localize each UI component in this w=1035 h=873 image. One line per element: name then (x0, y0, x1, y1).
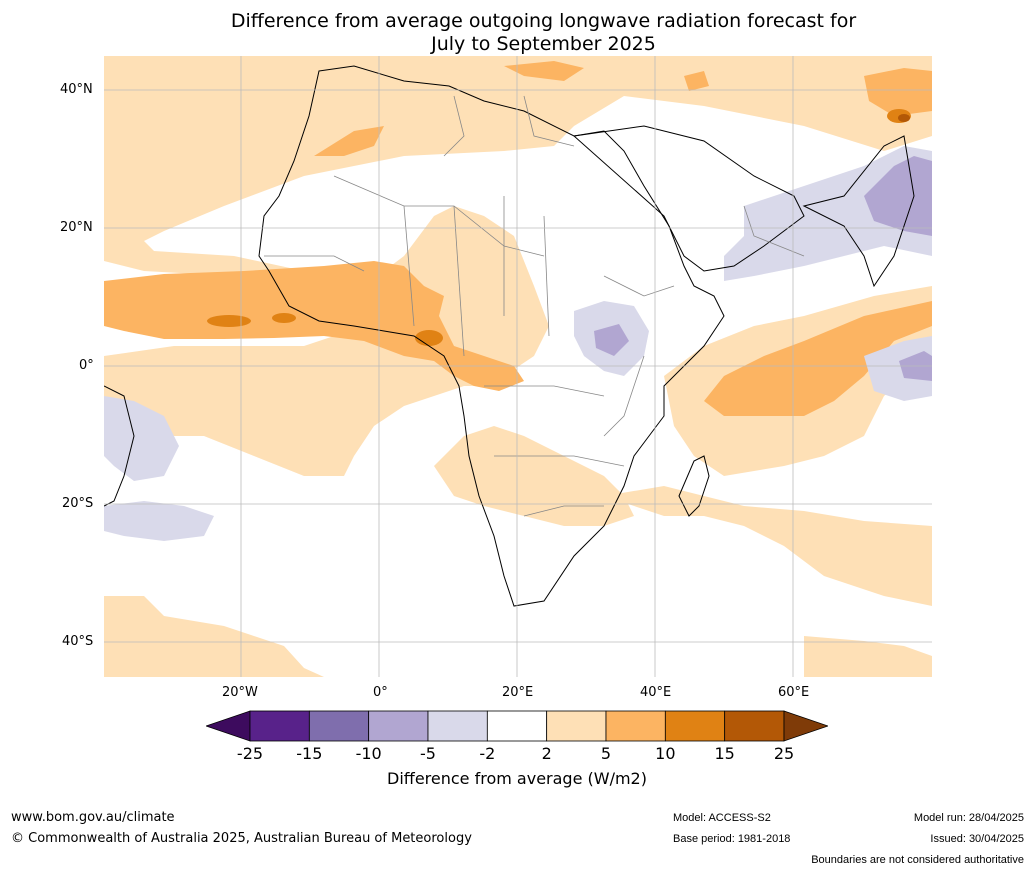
map-svg (104, 56, 932, 677)
colorbar-swatch (605, 710, 666, 742)
lat-label-20s: 20°S (62, 496, 94, 511)
colorbar-tick-label: -15 (296, 744, 323, 763)
colorbar-swatch (427, 710, 488, 742)
colorbar-tick-label: 2 (541, 744, 552, 763)
colorbar-tick-label: 5 (600, 744, 612, 763)
lon-label-0: 0° (373, 685, 388, 700)
colorbar-tick-label: -2 (479, 744, 496, 763)
lon-label-40e: 40°E (640, 685, 672, 700)
colorbar-swatches (206, 710, 828, 742)
colorbar-tick-label: -10 (355, 744, 382, 763)
colorbar-tick-label: -5 (420, 744, 436, 763)
graticule (104, 56, 932, 677)
colorbar-tick-label: 10 (655, 744, 676, 763)
anomaly-very-dark-orange (898, 114, 910, 122)
lon-label-20e: 20°E (502, 685, 534, 700)
colorbar-swatch (724, 710, 785, 742)
footer-issued: Issued: 30/04/2025 (930, 833, 1024, 845)
map-title: Difference from average outgoing longwav… (0, 10, 1035, 56)
map-panel (104, 56, 932, 677)
colorbar-arrow-high (783, 710, 828, 742)
colorbar-tick-label: 25 (773, 744, 795, 763)
colorbar-arrow-low (206, 710, 251, 742)
colorbar (206, 710, 828, 742)
anomaly-dark-orange (207, 109, 911, 346)
anomaly-light-purple (104, 146, 932, 541)
lat-label-40s: 40°S (62, 634, 94, 649)
title-line-2: July to September 2025 (431, 33, 656, 55)
colorbar-swatch (486, 710, 548, 742)
footer-model: Model: ACCESS-S2 (673, 812, 771, 824)
footer-disclaimer: Boundaries are not considered authoritat… (811, 854, 1024, 866)
colorbar-tick-label: -25 (236, 744, 264, 763)
footer-copyright: © Commonwealth of Australia 2025, Austra… (11, 831, 472, 846)
footer-website: www.bom.gov.au/climate (11, 810, 175, 825)
colorbar-swatch (546, 710, 607, 742)
colorbar-swatch (368, 710, 429, 742)
coastlines (104, 65, 915, 607)
lon-label-60e: 60°E (778, 685, 810, 700)
anomaly-orange (104, 61, 932, 416)
colorbar-swatch (308, 710, 370, 742)
colorbar-label: Difference from average (W/m2) (387, 769, 647, 788)
title-line-1: Difference from average outgoing longwav… (230, 10, 857, 32)
footer-base-period: Base period: 1981-2018 (673, 833, 791, 845)
colorbar-swatch (249, 710, 310, 742)
lat-label-40n: 40°N (60, 82, 93, 97)
lat-label-0: 0° (79, 358, 94, 373)
colorbar-swatch (664, 710, 726, 742)
lat-label-20n: 20°N (60, 220, 93, 235)
lon-label-20w: 20°W (222, 685, 258, 700)
colorbar-tick-label: 15 (714, 744, 735, 763)
footer-model-run: Model run: 28/04/2025 (913, 812, 1024, 824)
